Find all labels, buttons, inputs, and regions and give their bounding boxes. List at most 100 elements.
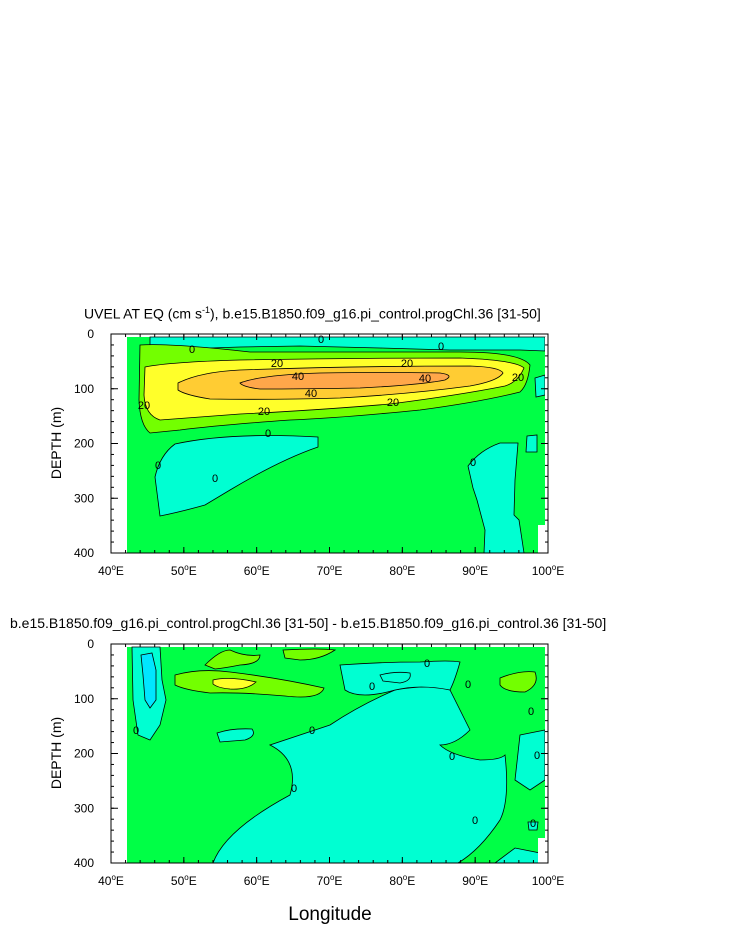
p2-contour-label: 0 bbox=[449, 751, 455, 763]
p1-contour-label: 0 bbox=[189, 344, 195, 356]
p2-positive-top-1 bbox=[204, 649, 261, 670]
p2-contour-label: 0 bbox=[291, 783, 297, 795]
p2-contour-label: 0 bbox=[424, 658, 430, 670]
xtick-unit: E bbox=[189, 564, 197, 578]
p1-contour-label: 40 bbox=[305, 388, 317, 400]
p1-ytick-label: 100 bbox=[74, 382, 94, 396]
xtick-unit: E bbox=[262, 564, 270, 578]
xtick-value: 80 bbox=[389, 874, 403, 888]
p2-ytick-label: 0 bbox=[87, 637, 94, 651]
p2-xtick-label: 70oE bbox=[317, 873, 343, 888]
panel2-ylabel: DEPTH (m) bbox=[48, 717, 64, 789]
p2-missing-bottom-right bbox=[538, 838, 546, 863]
panel2-plot: 00 000 00 000 0 40oE 50oE 60oE 70oE 80oE 90oE 100o… bbox=[74, 637, 564, 888]
panel2-contour-labels: 0 0 0 0 0 0 0 0 0 0 0 bbox=[133, 658, 540, 830]
xtick-value: 70 bbox=[317, 564, 331, 578]
degree-sign: o bbox=[184, 873, 189, 882]
p1-negative-east-small2 bbox=[525, 434, 538, 453]
p2-contour-label: 0 bbox=[133, 725, 139, 737]
xtick-value: 50 bbox=[171, 874, 185, 888]
p1-xtick-label: 70oE bbox=[317, 563, 343, 578]
p1-contour-label: 20 bbox=[512, 372, 524, 384]
p1-80-plus bbox=[239, 372, 450, 390]
xtick-unit: E bbox=[334, 874, 342, 888]
p2-xtick-label: 100oE bbox=[532, 873, 565, 888]
degree-sign: o bbox=[111, 563, 116, 572]
p1-contour-label: 0 bbox=[438, 341, 444, 353]
p2-contour-label: 0 bbox=[472, 815, 478, 827]
xtick-value: 40 bbox=[98, 564, 112, 578]
degree-sign: o bbox=[552, 873, 557, 882]
p1-negative-west bbox=[154, 435, 319, 517]
p2-contour-label: 0 bbox=[528, 706, 534, 718]
p1-xtick-label: 100oE bbox=[532, 563, 565, 578]
xtick-unit: E bbox=[556, 564, 564, 578]
p2-xtick-label: 60oE bbox=[244, 873, 270, 888]
p1-ytick-label: 0 bbox=[87, 327, 94, 341]
p2-ytick-label: 300 bbox=[74, 801, 94, 815]
xtick-value: 80 bbox=[389, 564, 403, 578]
p2-contour-label: 0 bbox=[465, 679, 471, 691]
degree-sign: o bbox=[476, 873, 481, 882]
p2-ytick-label: 400 bbox=[74, 856, 94, 870]
degree-sign: o bbox=[257, 873, 262, 882]
panel1-title-sup: -1 bbox=[202, 305, 211, 315]
p1-ytick-label: 300 bbox=[74, 491, 94, 505]
p1-xtick-label: 50oE bbox=[171, 563, 197, 578]
p1-missing-right-strip bbox=[545, 337, 548, 553]
p1-xtick-label: 90oE bbox=[462, 563, 488, 578]
degree-sign: o bbox=[330, 563, 335, 572]
xtick-unit: E bbox=[556, 874, 564, 888]
p1-contour-label: 0 bbox=[212, 473, 218, 485]
panel1-axes: 40oE 50oE 60oE 70oE 80oE 90oE 100oE01002003004… bbox=[74, 327, 564, 578]
xtick-unit: E bbox=[334, 564, 342, 578]
p1-negative-east-small bbox=[534, 374, 546, 398]
xtick-value: 90 bbox=[462, 874, 476, 888]
p2-strong-negative-west bbox=[140, 652, 157, 709]
p1-contour-label: 20 bbox=[401, 358, 413, 370]
p2-negative-tiny-east bbox=[527, 821, 539, 831]
degree-sign: o bbox=[476, 563, 481, 572]
p2-xtick-label: 90oE bbox=[462, 873, 488, 888]
p2-negative-east-pocket bbox=[514, 729, 546, 791]
p1-xtick-label: 80oE bbox=[389, 563, 415, 578]
p1-negative-east bbox=[467, 442, 525, 554]
p2-negative-main bbox=[212, 686, 508, 864]
p2-strong-positive bbox=[212, 678, 257, 690]
p1-contour-label: 0 bbox=[155, 460, 161, 472]
p2-negative-box bbox=[379, 671, 411, 684]
xtick-value: 60 bbox=[244, 564, 258, 578]
p2-negative-small-blob bbox=[216, 728, 254, 743]
xtick-unit: E bbox=[407, 874, 415, 888]
xtick-unit: E bbox=[116, 564, 124, 578]
p1-contour-label: 40 bbox=[419, 373, 431, 385]
xtick-unit: E bbox=[116, 874, 124, 888]
p2-positive-east bbox=[499, 671, 537, 693]
p1-contour-label: 40 bbox=[292, 371, 304, 383]
p1-contour-label: 0 bbox=[470, 457, 476, 469]
p1-contour-label: 0 bbox=[265, 428, 271, 440]
panel2-fills bbox=[111, 644, 548, 864]
xtick-value: 50 bbox=[171, 564, 185, 578]
panel2-axes: 40oE 50oE 60oE 70oE 80oE 90oE 100oE01002003004… bbox=[74, 637, 564, 888]
panel2-xlabel: Longitude bbox=[288, 904, 371, 925]
degree-sign: o bbox=[111, 873, 116, 882]
panel1-title: UVEL AT EQ (cm s-1), b.e15.B1850.f09_g16… bbox=[84, 305, 541, 322]
p2-positive-top-2 bbox=[282, 648, 337, 661]
degree-sign: o bbox=[257, 563, 262, 572]
degree-sign: o bbox=[184, 563, 189, 572]
p2-contour-label: 0 bbox=[369, 681, 375, 693]
p2-xtick-label: 80oE bbox=[389, 873, 415, 888]
p2-contour-label: 0 bbox=[309, 725, 315, 737]
p1-contour-label: 20 bbox=[138, 400, 150, 412]
xtick-value: 100 bbox=[532, 874, 552, 888]
p2-xtick-label: 50oE bbox=[171, 873, 197, 888]
p2-ytick-label: 100 bbox=[74, 692, 94, 706]
xtick-unit: E bbox=[480, 564, 488, 578]
panel1-title-rest: ), b.e15.B1850.f09_g16.pi_control.progCh… bbox=[210, 305, 541, 322]
degree-sign: o bbox=[330, 873, 335, 882]
p1-xtick-label: 40oE bbox=[98, 563, 124, 578]
degree-sign: o bbox=[552, 563, 557, 572]
p1-xtick-label: 60oE bbox=[244, 563, 270, 578]
degree-sign: o bbox=[403, 563, 408, 572]
